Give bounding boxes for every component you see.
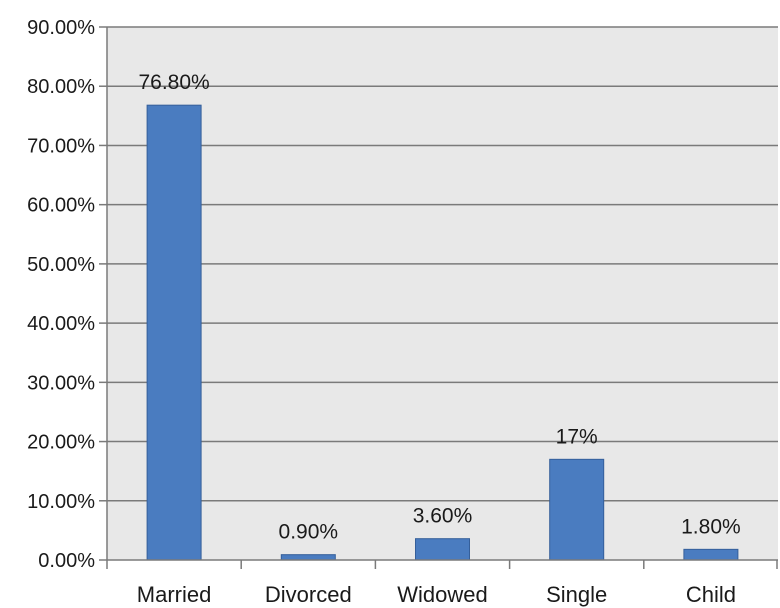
x-category-label: Divorced <box>265 582 352 607</box>
y-tick-label: 70.00% <box>27 135 95 157</box>
y-tick-label: 90.00% <box>27 17 95 39</box>
y-tick-label: 60.00% <box>27 195 95 217</box>
bar-widowed <box>416 539 470 560</box>
x-axis-category-labels: Married Divorced Widowed Single Child <box>137 582 736 607</box>
x-category-label: Child <box>686 582 736 607</box>
y-tick-label: 0.00% <box>38 550 95 572</box>
data-label: 0.90% <box>279 521 339 544</box>
y-tick-label: 30.00% <box>27 372 95 394</box>
bar-divorced <box>281 555 335 560</box>
bar-child <box>684 549 738 560</box>
x-category-label: Single <box>546 582 607 607</box>
bar-married <box>147 105 201 560</box>
y-tick-label: 20.00% <box>27 432 95 454</box>
data-label: 3.60% <box>413 505 473 528</box>
bar-single <box>550 459 604 560</box>
plot-background <box>107 27 778 560</box>
y-tick-label: 40.00% <box>27 313 95 335</box>
x-category-label: Widowed <box>397 582 487 607</box>
data-label: 17% <box>556 425 598 448</box>
data-label: 76.80% <box>138 71 209 94</box>
y-tick-label: 10.00% <box>27 491 95 513</box>
x-category-label: Married <box>137 582 212 607</box>
y-axis-tick-labels: 0.00% 10.00% 20.00% 30.00% 40.00% 50.00% 60.00… <box>27 17 95 572</box>
y-tick-label: 80.00% <box>27 76 95 98</box>
y-tick-label: 50.00% <box>27 254 95 276</box>
x-axis <box>107 560 778 569</box>
data-label: 1.80% <box>681 515 741 538</box>
